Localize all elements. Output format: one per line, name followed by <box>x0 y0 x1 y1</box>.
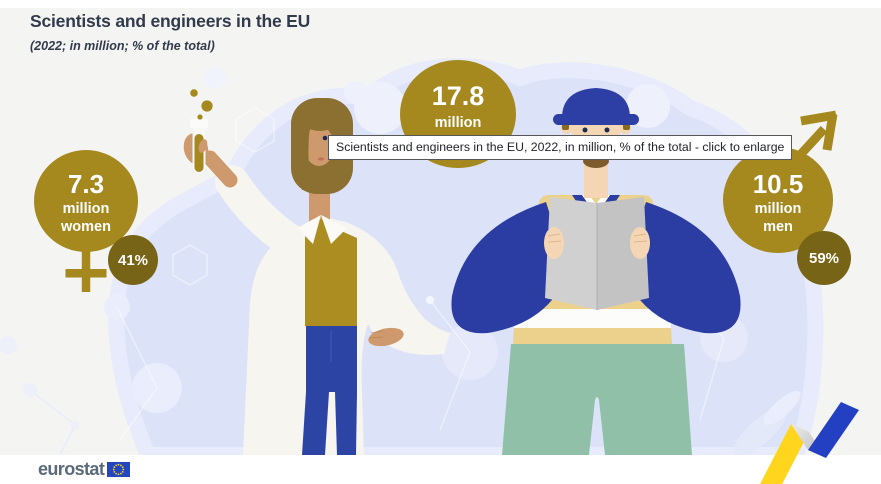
blueprint-paper <box>545 197 649 310</box>
woman-eye <box>322 135 328 141</box>
page-title: Scientists and engineers in the EU <box>30 11 311 31</box>
man-right-sleeve <box>632 202 741 334</box>
title-block: Scientists and engineers in the EU (2022… <box>30 11 310 53</box>
man-engineer-illustration <box>451 88 741 455</box>
total-value-label: 17.8 <box>432 81 485 111</box>
man-right-hand <box>630 227 650 259</box>
men-share-badge <box>797 231 851 285</box>
infographic-scene[interactable]: 17.8 million 7.3 million women 41% <box>0 0 881 455</box>
man-pants <box>502 344 692 455</box>
eurostat-wordmark: eurostat <box>38 459 105 479</box>
men-label: men <box>763 219 793 235</box>
women-unit-label: million <box>63 201 110 217</box>
test-tube-icon <box>190 89 213 174</box>
total-unit-label: million <box>435 115 482 131</box>
man-left-sleeve <box>451 202 560 334</box>
eu-flag-icon <box>107 461 131 478</box>
eurostat-logo[interactable]: eurostat <box>38 459 131 480</box>
page-subtitle: (2022; in million; % of the total) <box>30 39 215 53</box>
woman-head <box>291 98 353 194</box>
women-share-label: 41% <box>118 252 148 269</box>
footer-bar: eurostat <box>0 455 881 484</box>
molecule-pattern-left <box>0 336 80 455</box>
woman-sweater <box>305 219 357 326</box>
men-value-label: 10.5 <box>753 169 804 199</box>
hover-tooltip: Scientists and engineers in the EU, 2022… <box>328 135 793 160</box>
women-share-badge <box>108 235 158 285</box>
man-left-hand <box>544 227 564 259</box>
men-share-label: 59% <box>809 250 839 267</box>
woman-scientist-illustration <box>183 89 450 455</box>
women-label: women <box>60 219 111 235</box>
women-value-label: 7.3 <box>68 169 104 199</box>
woman-jeans <box>302 326 357 455</box>
hard-hat-icon <box>553 88 639 125</box>
men-unit-label: million <box>755 201 802 217</box>
men-circle: 10.5 million men 59% <box>723 110 851 285</box>
zigzag-chart-motif <box>760 402 859 484</box>
women-circle: 7.3 million women 41% <box>34 150 158 292</box>
